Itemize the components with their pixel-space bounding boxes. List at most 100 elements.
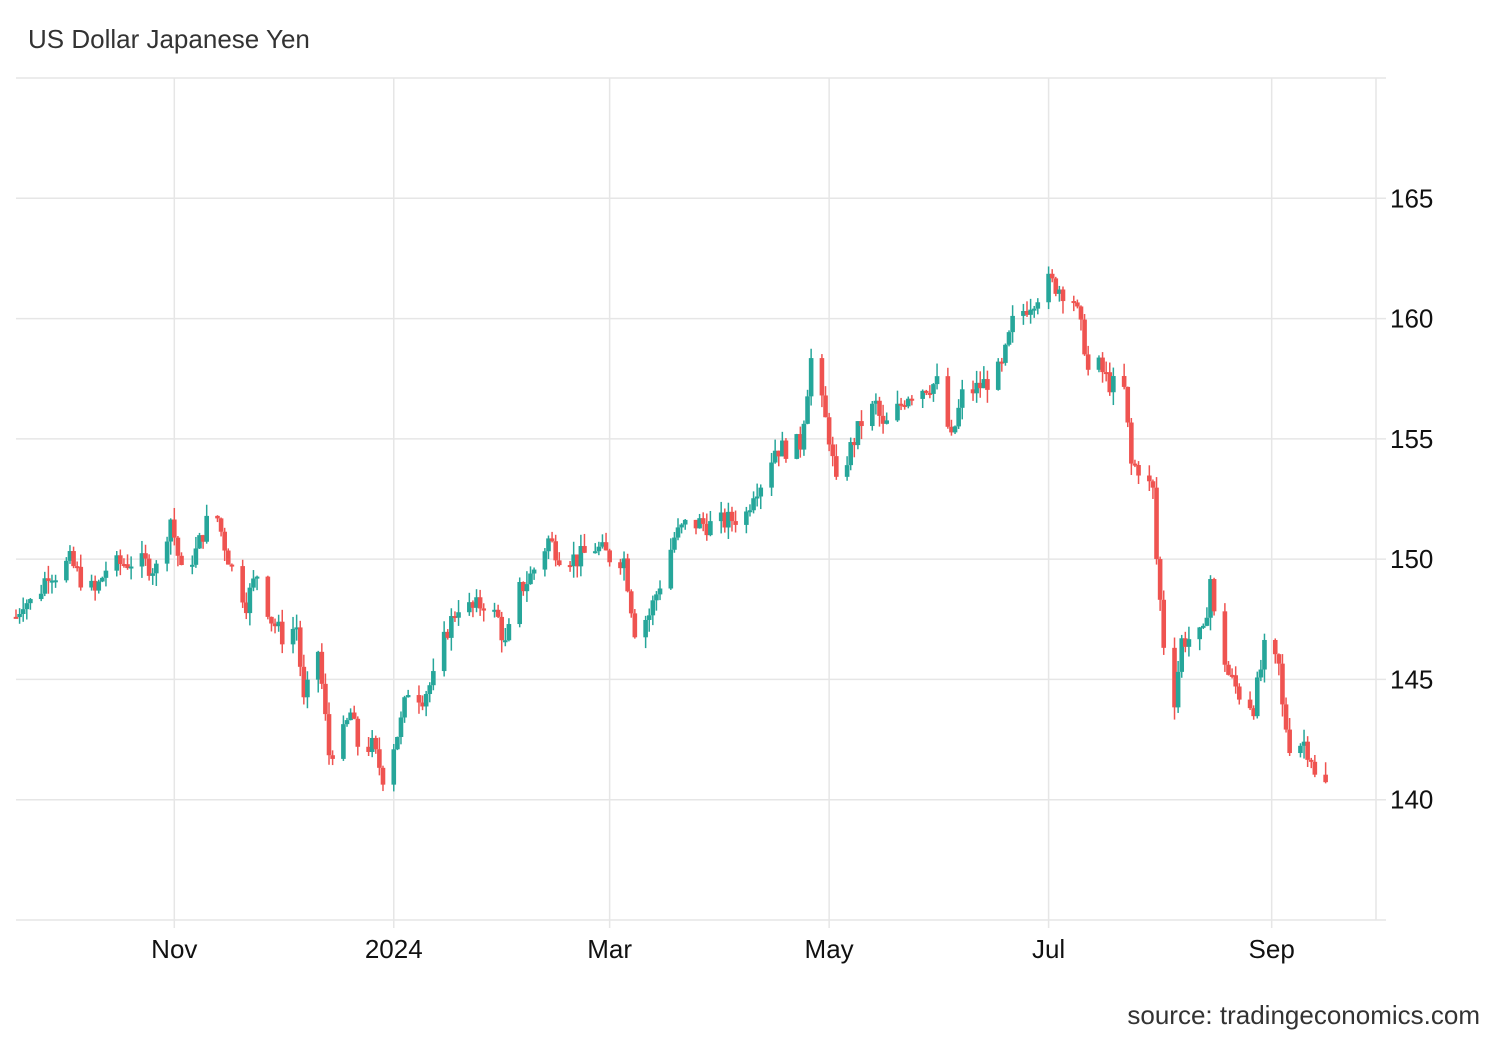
candle xyxy=(697,513,702,529)
candle xyxy=(118,549,123,576)
candle-body xyxy=(143,553,148,559)
candle xyxy=(1024,301,1030,317)
candle-body xyxy=(1308,759,1314,762)
candle-body xyxy=(1078,306,1084,320)
candle-body xyxy=(567,565,573,568)
candle-body xyxy=(772,450,778,463)
candle xyxy=(603,532,609,551)
candle xyxy=(1251,705,1256,720)
candle-body xyxy=(265,576,271,617)
candle xyxy=(402,695,407,723)
candle-body xyxy=(431,671,436,686)
candle-body xyxy=(625,558,630,592)
candle xyxy=(898,397,904,411)
candle xyxy=(758,484,764,510)
candle-body xyxy=(405,695,411,698)
y-tick-label-165: 165 xyxy=(1390,183,1433,213)
candle xyxy=(596,541,602,556)
candle-body xyxy=(215,515,220,519)
candle xyxy=(247,583,253,626)
candle xyxy=(71,546,76,569)
candle xyxy=(733,510,738,533)
candle xyxy=(197,532,202,549)
candle xyxy=(650,595,656,626)
candle-body xyxy=(1226,664,1231,675)
candle-body xyxy=(121,564,127,567)
candle xyxy=(1208,575,1213,631)
candle xyxy=(1186,626,1192,657)
candle xyxy=(1222,603,1228,672)
candle xyxy=(474,589,479,613)
candle xyxy=(578,534,584,577)
candle-body xyxy=(923,390,929,393)
candle-body xyxy=(351,712,357,719)
candle xyxy=(675,518,681,541)
candle-body xyxy=(229,564,235,567)
candle xyxy=(531,567,537,580)
candle-body xyxy=(801,423,807,450)
candle-body xyxy=(1280,663,1285,705)
candle xyxy=(150,568,156,585)
candle-body xyxy=(729,511,735,522)
y-tick-label-140: 140 xyxy=(1390,785,1433,815)
candle-body xyxy=(553,541,558,561)
candle-body xyxy=(722,512,728,528)
candle xyxy=(251,570,256,592)
candle xyxy=(1262,633,1267,683)
candle-body xyxy=(315,651,321,680)
candle-body xyxy=(848,442,854,466)
candle-body xyxy=(1183,638,1188,647)
candle-body xyxy=(380,767,386,785)
candle xyxy=(1028,298,1033,324)
candle-body xyxy=(783,440,789,459)
candle xyxy=(625,553,630,593)
candle xyxy=(305,671,310,709)
candle-body xyxy=(1154,487,1159,560)
candle xyxy=(905,396,911,409)
candle xyxy=(571,541,576,578)
candle xyxy=(477,589,483,616)
candle-body xyxy=(1010,315,1015,333)
candle xyxy=(708,510,713,537)
candle xyxy=(844,456,850,481)
candle-body xyxy=(449,616,454,638)
candle-body xyxy=(243,602,249,614)
candle-body xyxy=(1204,617,1210,626)
candle-body xyxy=(852,442,857,446)
candle-body xyxy=(934,376,940,385)
candle-body xyxy=(1111,376,1116,393)
candle-body xyxy=(154,563,159,574)
candle-body xyxy=(251,578,256,588)
candle xyxy=(1071,295,1077,312)
candle xyxy=(146,554,152,581)
candle-body xyxy=(373,737,379,750)
candle xyxy=(646,608,652,632)
candle xyxy=(1247,691,1253,711)
candle xyxy=(801,420,807,456)
candle-body xyxy=(794,434,800,459)
candle xyxy=(718,501,724,534)
candle-body xyxy=(873,400,879,404)
candle-body xyxy=(895,403,900,421)
candle-body xyxy=(607,550,612,563)
candle xyxy=(1006,330,1012,347)
candle xyxy=(139,540,145,578)
candle xyxy=(1201,623,1206,630)
candle xyxy=(20,597,26,622)
candle-body xyxy=(884,420,889,424)
candle xyxy=(114,551,120,577)
candle xyxy=(805,389,810,425)
candle-body xyxy=(682,519,688,525)
candle-body xyxy=(805,396,810,424)
candle xyxy=(1308,757,1314,769)
candle xyxy=(607,548,612,567)
candle-body xyxy=(974,382,979,394)
candle xyxy=(215,515,220,523)
candle xyxy=(582,533,587,554)
candle xyxy=(970,380,976,401)
candle xyxy=(441,621,447,677)
candle-body xyxy=(704,523,710,536)
candle xyxy=(1103,361,1109,382)
candle-body xyxy=(103,570,109,578)
candle xyxy=(172,507,177,546)
